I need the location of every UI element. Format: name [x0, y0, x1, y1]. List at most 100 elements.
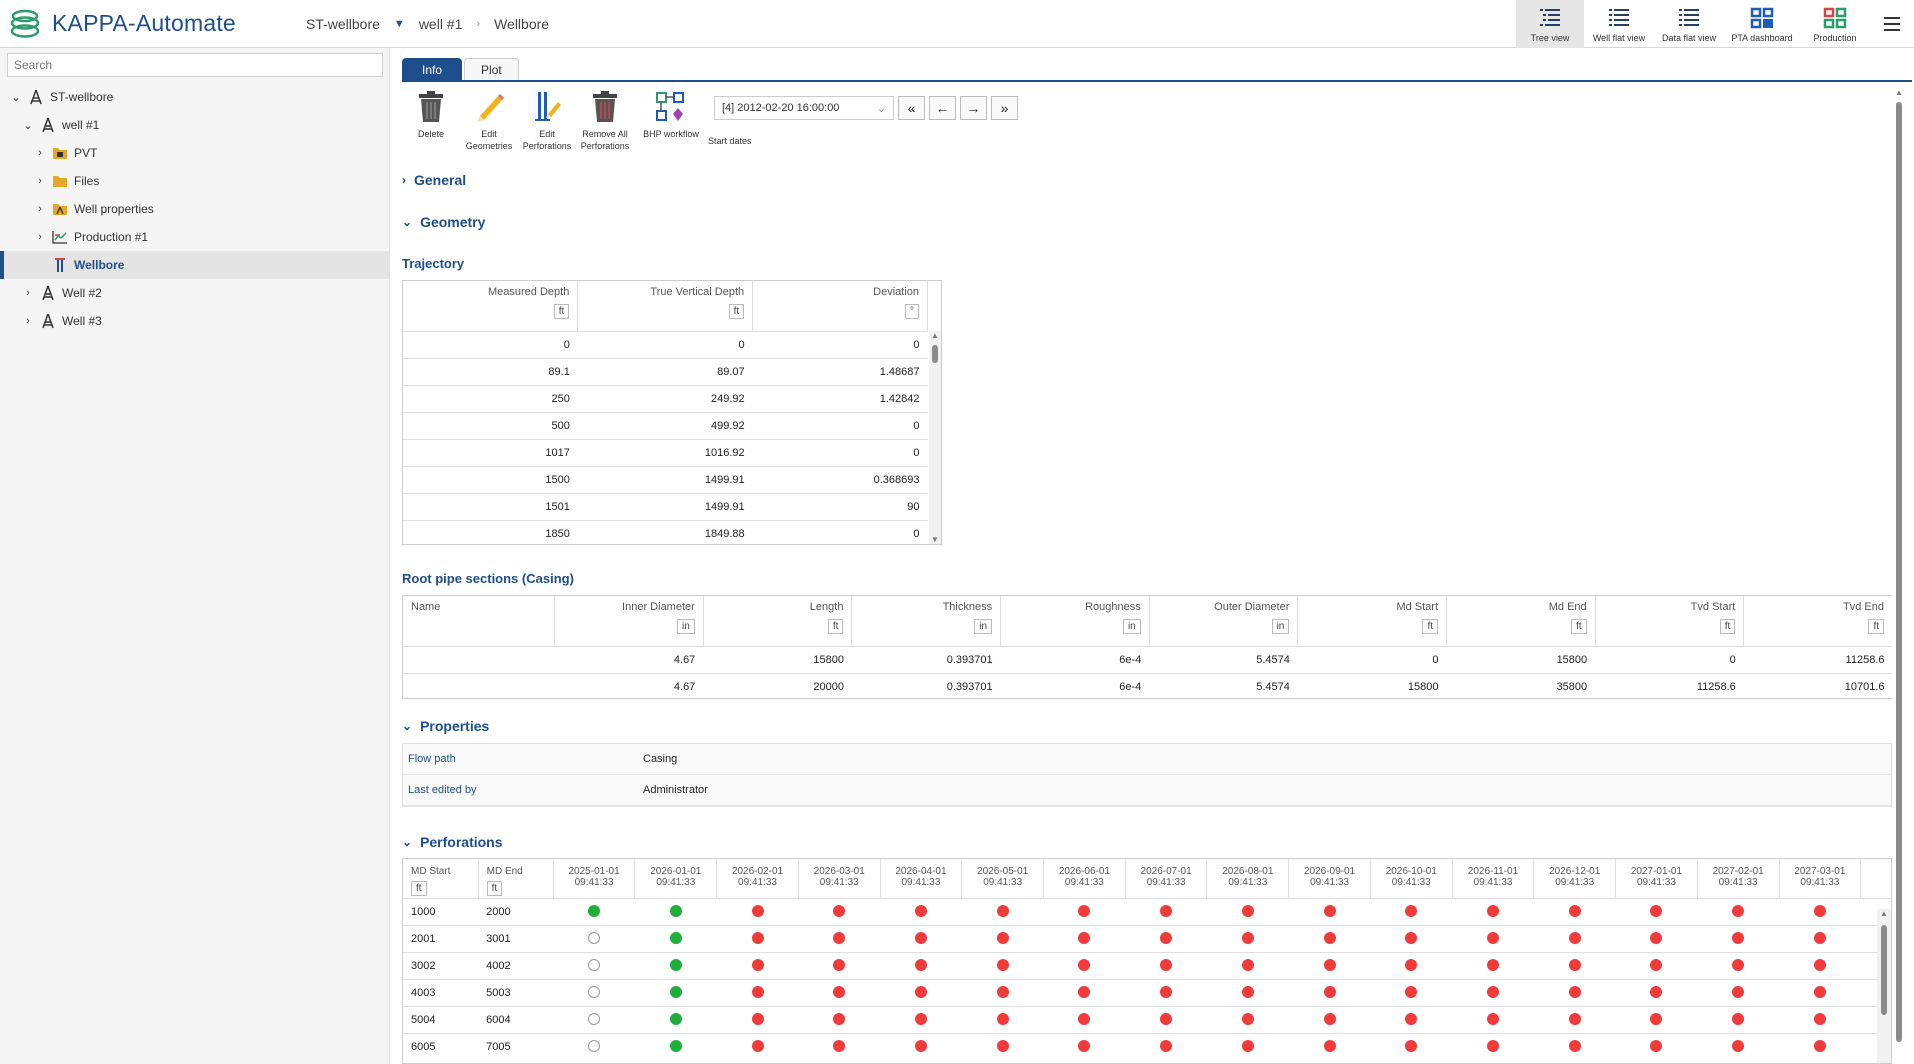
table-cell[interactable]: 0: [1297, 645, 1447, 673]
perforation-state-cell[interactable]: [798, 1033, 881, 1061]
unit-selector[interactable]: in: [677, 619, 695, 634]
unit-selector[interactable]: in: [1122, 619, 1141, 634]
perforation-state-cell[interactable]: [553, 1033, 635, 1061]
perforation-state-cell[interactable]: [1615, 1033, 1698, 1061]
perforation-state-cell[interactable]: [716, 925, 799, 953]
perforation-state-cell[interactable]: [1370, 1006, 1453, 1034]
table-cell[interactable]: 90: [752, 492, 928, 520]
tree-node-well-3[interactable]: › Well #3: [0, 307, 390, 335]
table-cell[interactable]: 1501: [403, 492, 578, 520]
previous-date-button[interactable]: ←: [929, 96, 956, 120]
perforation-state-cell[interactable]: [1288, 925, 1371, 953]
md-start-cell[interactable]: 3002: [403, 952, 479, 980]
table-row[interactable]: 1501 1499.91 90: [403, 492, 928, 520]
tree-node-st-wellbore[interactable]: ⌄ ST-wellbore: [0, 83, 390, 111]
perforation-state-cell[interactable]: [1533, 925, 1616, 953]
perforation-state-cell[interactable]: [1125, 898, 1207, 926]
tree-node-well-1[interactable]: ⌄ well #1: [0, 111, 390, 139]
table-cell[interactable]: 89.1: [403, 357, 578, 385]
unit-selector[interactable]: ft: [1571, 619, 1587, 634]
perforation-state-cell[interactable]: [1779, 898, 1861, 926]
unit-selector[interactable]: °: [905, 304, 919, 319]
table-cell[interactable]: 1.42842: [752, 384, 928, 412]
table-cell[interactable]: 1.48687: [752, 357, 928, 385]
breadcrumb-project[interactable]: ST-wellbore: [306, 15, 380, 32]
md-start-cell[interactable]: 4003: [403, 979, 479, 1007]
remove-perforations-button[interactable]: Remove All Perforations: [576, 88, 634, 158]
table-cell[interactable]: 0: [752, 411, 928, 439]
chevron-right-icon[interactable]: ›: [38, 175, 42, 187]
table-cell[interactable]: 35800: [1446, 672, 1596, 698]
well-flat-view-button[interactable]: Well flat view: [1584, 0, 1654, 48]
production-button[interactable]: Production: [1800, 0, 1870, 48]
bhp-workflow-button[interactable]: BHP workflow: [642, 88, 700, 158]
table-row[interactable]: 1017 1016.92 0: [403, 438, 928, 466]
table-cell[interactable]: [403, 672, 555, 698]
perforation-state-cell[interactable]: [1125, 979, 1207, 1007]
perforation-state-cell[interactable]: [1452, 952, 1534, 980]
table-cell[interactable]: 6e-4: [1000, 672, 1150, 698]
perforation-state-cell[interactable]: [1288, 898, 1371, 926]
perforation-state-cell[interactable]: [798, 979, 881, 1007]
trajectory-scrollbar[interactable]: ▲ ▼: [929, 331, 941, 544]
perforation-state-cell[interactable]: [1125, 925, 1207, 953]
table-cell[interactable]: 499.92: [577, 411, 753, 439]
section-properties[interactable]: ⌄ Properties: [402, 718, 489, 734]
table-cell[interactable]: 4.67: [554, 672, 704, 698]
perforation-state-cell[interactable]: [880, 1006, 962, 1034]
table-cell[interactable]: 0: [403, 330, 578, 358]
unit-selector[interactable]: ft: [486, 881, 503, 896]
perforation-state-cell[interactable]: [880, 1033, 962, 1061]
perforation-state-cell[interactable]: [961, 1006, 1044, 1034]
search-input[interactable]: [7, 53, 383, 77]
table-cell[interactable]: 1017: [403, 438, 578, 466]
perforation-state-cell[interactable]: [1206, 1006, 1289, 1034]
perforation-state-cell[interactable]: [1615, 898, 1698, 926]
table-cell[interactable]: 0.368693: [752, 465, 928, 493]
perforation-state-cell[interactable]: [961, 952, 1044, 980]
section-perforations[interactable]: ⌄ Perforations: [402, 834, 503, 850]
perforation-state-cell[interactable]: [1288, 979, 1371, 1007]
perforation-state-cell[interactable]: [1452, 1033, 1534, 1061]
perforation-state-cell[interactable]: [1779, 979, 1861, 1007]
perforation-state-cell[interactable]: [1206, 898, 1289, 926]
scrollbar-thumb[interactable]: [1896, 102, 1902, 1042]
scrollbar-thumb[interactable]: [1881, 925, 1887, 1015]
tree-node-well-properties[interactable]: › Well properties: [0, 195, 390, 223]
table-cell[interactable]: 1499.91: [577, 492, 753, 520]
perforation-state-cell[interactable]: [1370, 925, 1453, 953]
perforation-row[interactable]: 4003 5003: [403, 979, 1891, 1007]
table-cell[interactable]: 89.07: [577, 357, 753, 385]
perforation-state-cell[interactable]: [1370, 952, 1453, 980]
unit-selector[interactable]: ft: [728, 304, 745, 319]
chevron-right-icon[interactable]: ›: [38, 147, 42, 159]
perforation-state-cell[interactable]: [798, 925, 881, 953]
table-row[interactable]: 89.1 89.07 1.48687: [403, 357, 928, 385]
perforation-state-cell[interactable]: [1533, 979, 1616, 1007]
perforation-state-cell[interactable]: [1697, 898, 1779, 926]
perforation-state-cell[interactable]: [1370, 898, 1453, 926]
last-date-button[interactable]: »: [991, 96, 1018, 120]
perforation-state-cell[interactable]: [1125, 952, 1207, 980]
tree-node-wellbore[interactable]: Wellbore: [0, 251, 390, 279]
md-end-cell[interactable]: 7005: [478, 1033, 554, 1061]
perforation-state-cell[interactable]: [1533, 898, 1616, 926]
perforation-state-cell[interactable]: [1615, 1006, 1698, 1034]
tree-node-well-2[interactable]: › Well #2: [0, 279, 390, 307]
perforation-state-cell[interactable]: [1779, 1033, 1861, 1061]
perforation-state-cell[interactable]: [1615, 979, 1698, 1007]
perforation-state-cell[interactable]: [716, 1006, 799, 1034]
perforation-state-cell[interactable]: [716, 979, 799, 1007]
perforation-state-cell[interactable]: [798, 898, 881, 926]
perforation-state-cell[interactable]: [634, 1006, 717, 1034]
perforation-state-cell[interactable]: [634, 1033, 717, 1061]
table-cell[interactable]: 0: [1595, 645, 1744, 673]
pta-dashboard-button[interactable]: PTA dashboard: [1724, 0, 1800, 48]
perforation-state-cell[interactable]: [553, 925, 635, 953]
perforation-state-cell[interactable]: [961, 925, 1044, 953]
perforation-state-cell[interactable]: [716, 898, 799, 926]
table-cell[interactable]: 0: [752, 438, 928, 466]
tree-node-files[interactable]: › Files: [0, 167, 390, 195]
chevron-right-icon[interactable]: ›: [38, 203, 42, 215]
